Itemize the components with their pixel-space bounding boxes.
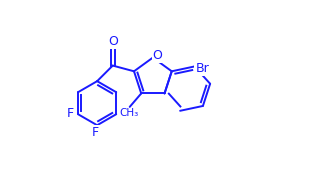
Text: CH₃: CH₃	[120, 108, 139, 119]
Text: Br: Br	[195, 62, 209, 75]
Text: F: F	[67, 107, 74, 120]
Text: F: F	[92, 126, 99, 139]
Text: O: O	[153, 49, 163, 62]
Text: O: O	[108, 35, 118, 48]
